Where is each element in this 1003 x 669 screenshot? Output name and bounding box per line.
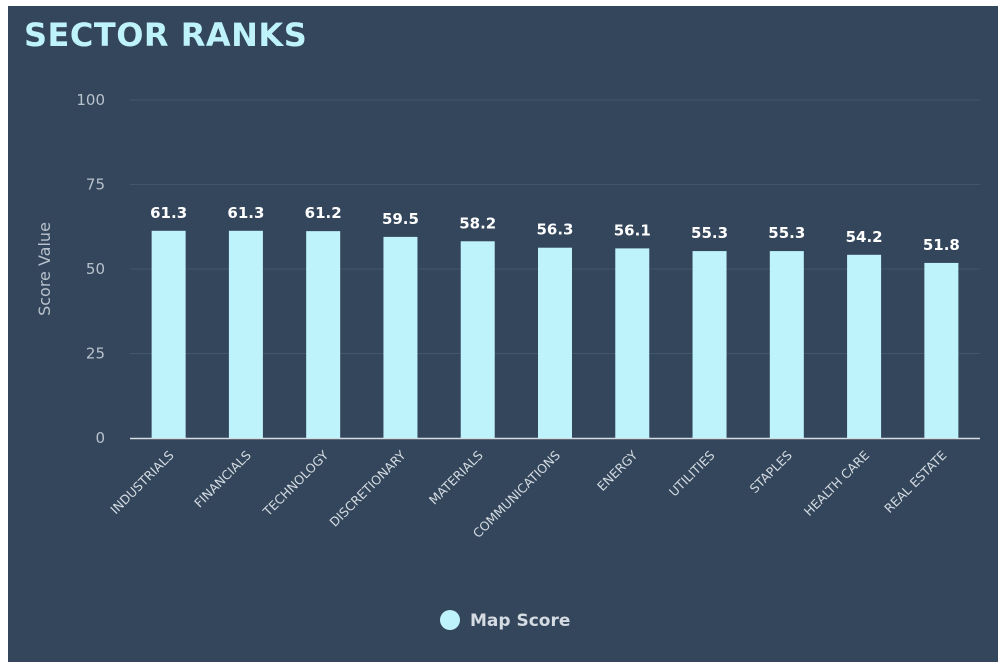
data-label: 61.3 (150, 204, 187, 222)
legend-marker-icon (440, 610, 460, 630)
data-label: 58.2 (459, 214, 496, 232)
bar (151, 230, 186, 438)
x-tick-label: INDUSTRIALS (107, 447, 176, 516)
data-label: 59.5 (382, 210, 419, 228)
data-label: 55.3 (768, 224, 805, 242)
x-tick-label: TECHNOLOGY (259, 447, 331, 519)
bar (538, 247, 572, 438)
x-tick-label: REAL ESTATE (881, 447, 949, 515)
bar (383, 236, 418, 438)
data-label: 51.8 (923, 236, 960, 254)
x-tick-label: UTILITIES (666, 447, 718, 499)
x-tick-label: DISCRETIONARY (326, 447, 408, 529)
data-label: 55.3 (691, 224, 728, 242)
x-tick-label: STAPLES (747, 447, 795, 495)
data-label: 54.2 (846, 228, 883, 246)
y-tick-label: 0 (95, 429, 105, 447)
x-tick-label: HEALTH CARE (801, 447, 872, 518)
x-tick-label: COMMUNICATIONS (470, 447, 563, 540)
data-label: 61.3 (227, 204, 264, 222)
y-tick-label: 25 (86, 345, 105, 363)
data-label: 56.3 (536, 221, 573, 239)
x-tick-label: MATERIALS (426, 447, 486, 507)
x-tick-label: ENERGY (594, 447, 641, 494)
bar (769, 251, 804, 438)
data-label: 56.1 (614, 221, 651, 239)
x-tick-label: FINANCIALS (191, 447, 254, 510)
y-tick-label: 50 (86, 260, 105, 278)
bar (847, 254, 882, 438)
bar (615, 248, 650, 438)
bar (306, 231, 341, 438)
bar (460, 241, 495, 438)
y-axis-title: Score Value (35, 222, 54, 316)
chart-title: SECTOR RANKS (24, 16, 308, 54)
data-label: 61.2 (305, 204, 342, 222)
bar (924, 262, 959, 438)
y-tick-label: 100 (76, 91, 105, 109)
y-tick-label: 75 (86, 176, 105, 194)
legend-item-map-score[interactable]: Map Score (470, 611, 570, 631)
bar (692, 251, 727, 438)
bar (228, 230, 263, 438)
